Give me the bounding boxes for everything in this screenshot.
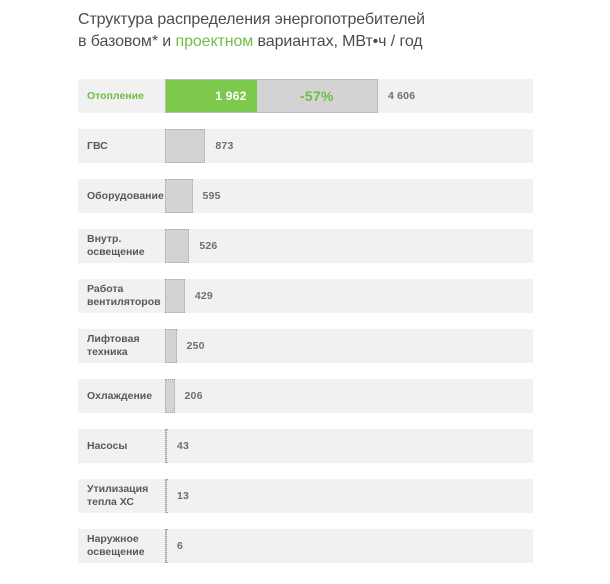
base-bar	[165, 229, 190, 263]
title-project-word: проектном	[175, 33, 254, 50]
base-bar	[165, 179, 193, 213]
base-bar	[165, 379, 175, 413]
project-bar: 1 962	[166, 80, 257, 112]
chart-row-cooling: Охлаждение 206	[78, 379, 533, 413]
value-label: 43	[177, 440, 190, 452]
title-base-text: в базовом* и	[78, 33, 176, 50]
bar-chart: Отопление 1 962 -57% 4 606 ГВС 873 Обору…	[78, 79, 533, 579]
base-bar	[165, 329, 177, 363]
base-bar: 1 962 -57%	[165, 79, 378, 113]
base-bar	[165, 479, 167, 513]
chart-row-fans: Работа вентиляторов 429	[78, 279, 533, 313]
base-bar	[165, 279, 185, 313]
row-label: Работа вентиляторов	[87, 283, 161, 308]
value-label: 13	[177, 490, 190, 502]
value-label: 873	[215, 140, 234, 152]
value-label: 4 606	[387, 90, 416, 102]
value-label: 526	[199, 240, 218, 252]
value-label: 595	[202, 190, 221, 202]
value-label: 6	[177, 540, 184, 552]
row-label: Отопление	[87, 89, 144, 102]
chart-row-gvs: ГВС 873	[78, 129, 533, 163]
row-label: Насосы	[87, 439, 128, 452]
value-label: 429	[194, 290, 213, 302]
chart-row-equipment: Оборудование 595	[78, 179, 533, 213]
chart-row-pumps: Насосы 43	[78, 429, 533, 463]
value-label: 250	[186, 340, 205, 352]
base-bar	[165, 429, 167, 463]
row-label: Наружное освещение	[87, 533, 145, 558]
base-bar	[165, 129, 206, 163]
row-label: Лифтовая техника	[87, 333, 140, 358]
chart-row-indoor-lighting: Внутр. освещение 526	[78, 229, 533, 263]
chart-title: Структура распределения энергопотребител…	[78, 9, 425, 53]
delta-badge: -57%	[299, 88, 334, 104]
row-label: Внутр. освещение	[87, 233, 145, 258]
title-unit-text: вариантах, МВт•ч / год	[253, 33, 423, 50]
chart-title-line2: в базовом* и проектном вариантах, МВт•ч …	[78, 31, 425, 53]
chart-row-heat-recovery: Утилизация тепла ХС 13	[78, 479, 533, 513]
chart-row-outdoor-lighting: Наружное освещение 6	[78, 529, 533, 563]
row-label: ГВС	[87, 139, 108, 152]
chart-title-line1: Структура распределения энергопотребител…	[78, 11, 426, 28]
chart-row-elevators: Лифтовая техника 250	[78, 329, 533, 363]
row-label: Охлаждение	[87, 389, 153, 402]
row-label: Оборудование	[87, 189, 164, 202]
base-bar	[165, 529, 167, 563]
row-label: Утилизация тепла ХС	[87, 483, 149, 508]
value-label: 206	[184, 390, 203, 402]
chart-row-heating: Отопление 1 962 -57% 4 606	[78, 79, 533, 113]
